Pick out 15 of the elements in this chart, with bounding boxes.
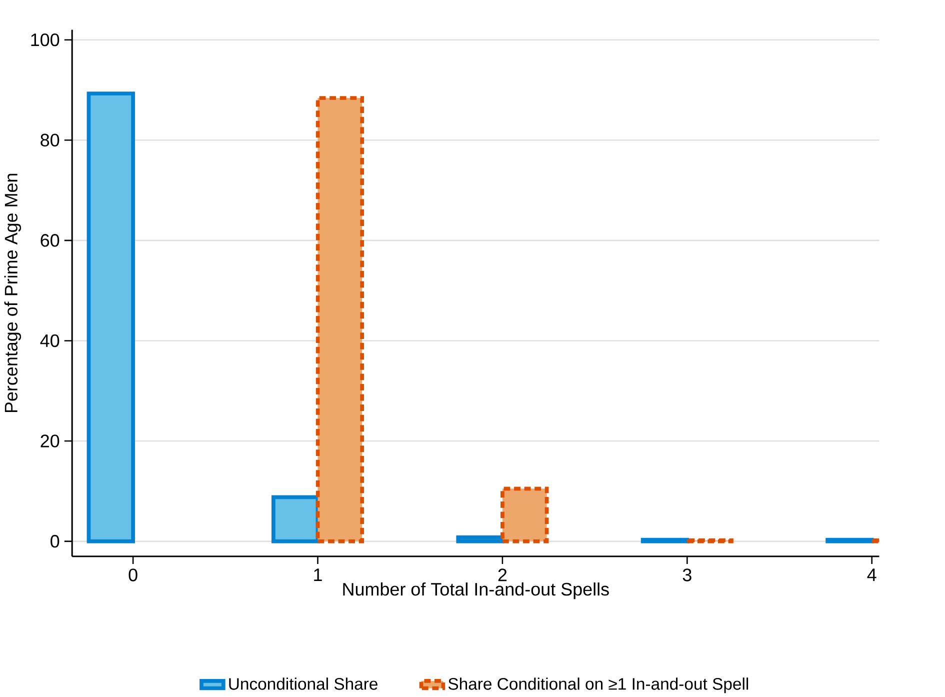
legend-label: Share Conditional on ≥1 In-and-out Spell — [448, 678, 748, 694]
x-axis-title: Number of Total In-and-out Spells — [343, 582, 609, 600]
x-tick-label: 3 — [682, 568, 692, 582]
y-axis-title: Percentage of Prime Age Men — [4, 174, 22, 412]
y-tick-label: 40 — [40, 334, 60, 348]
y-tick-label: 20 — [40, 434, 60, 448]
y-tick-label: 60 — [40, 234, 60, 247]
y-tick-label: 80 — [40, 134, 60, 147]
x-tick-label: 0 — [128, 568, 138, 582]
legend-label: Unconditional Share — [229, 678, 378, 690]
y-tick-label: 0 — [50, 535, 60, 548]
x-tick-label: 4 — [867, 568, 876, 582]
x-tick-label: 1 — [314, 568, 322, 582]
x-tick-label: 2 — [498, 568, 507, 582]
y-tick-label: 100 — [31, 34, 60, 46]
